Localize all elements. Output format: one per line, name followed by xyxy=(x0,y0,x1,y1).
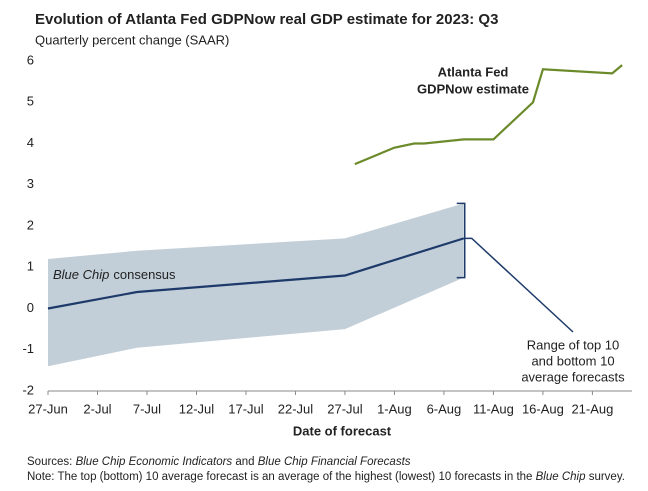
x-tick-label: 22-Jul xyxy=(278,401,314,416)
x-tick-label: 21-Aug xyxy=(571,401,613,416)
y-tick-label: 2 xyxy=(27,217,34,232)
y-tick-label: 3 xyxy=(27,176,34,191)
y-tick-label: 1 xyxy=(27,259,34,274)
x-tick-label: 16-Aug xyxy=(522,401,564,416)
note: Note: The top (bottom) 10 average foreca… xyxy=(27,471,625,483)
series-line xyxy=(354,64,623,166)
y-tick-label: 5 xyxy=(27,94,34,109)
sources-part: and xyxy=(232,456,258,468)
annotation: and bottom 10 xyxy=(531,353,614,368)
range-band xyxy=(48,203,464,367)
x-tick-label: 27-Jun xyxy=(28,401,68,416)
chart-subtitle: Quarterly percent change (SAAR) xyxy=(35,32,229,47)
y-tick-label: -2 xyxy=(22,382,34,397)
sources-part: Blue Chip Financial Forecasts xyxy=(258,456,411,468)
note-part: Note: The top (bottom) 10 average foreca… xyxy=(27,471,536,483)
series-label: Blue Chip consensus xyxy=(53,267,176,282)
x-tick-label: 6-Aug xyxy=(427,401,462,416)
y-tick-label: -1 xyxy=(22,341,34,356)
annotation: Range of top 10 xyxy=(527,337,620,352)
sources: Sources: Blue Chip Economic Indicators a… xyxy=(27,456,411,468)
series-label: Atlanta Fed xyxy=(438,64,509,79)
x-axis-title: Date of forecast xyxy=(293,423,392,438)
series-label-part: consensus xyxy=(113,267,176,282)
x-tick-label: 27-Jul xyxy=(327,401,363,416)
note-part: survey. xyxy=(586,471,625,483)
annotation-leader xyxy=(463,237,574,333)
x-tick-label: 12-Jul xyxy=(179,401,215,416)
y-tick-label: 4 xyxy=(27,135,34,150)
y-tick-label: 0 xyxy=(27,300,34,315)
sources-part: Sources: xyxy=(27,456,76,468)
chart-title: Evolution of Atlanta Fed GDPNow real GDP… xyxy=(35,11,498,28)
sources-part: Blue Chip Economic Indicators xyxy=(76,456,233,468)
x-tick-label: 17-Jul xyxy=(228,401,264,416)
series-label: GDPNow estimate xyxy=(417,81,529,96)
x-tick-label: 7-Jul xyxy=(133,401,161,416)
series-label-part: Blue Chip xyxy=(53,267,109,282)
y-tick-label: 6 xyxy=(27,52,34,67)
x-tick-label: 1-Aug xyxy=(377,401,412,416)
x-tick-label: 11-Aug xyxy=(473,401,514,416)
note-part: Blue Chip xyxy=(536,471,586,483)
series-line xyxy=(47,237,465,310)
range-bracket xyxy=(456,202,466,279)
x-tick-label: 2-Jul xyxy=(83,401,111,416)
annotation: average forecasts xyxy=(521,369,625,384)
